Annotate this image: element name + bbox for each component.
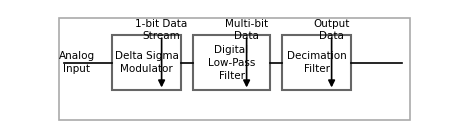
Text: Delta Sigma
Modulator: Delta Sigma Modulator bbox=[115, 51, 179, 74]
Text: Analog
Input: Analog Input bbox=[58, 51, 95, 74]
Text: 1-bit Data
Stream: 1-bit Data Stream bbox=[135, 18, 188, 41]
Text: Digital
Low-Pass
Filter: Digital Low-Pass Filter bbox=[208, 45, 255, 81]
Text: Multi-bit
Data: Multi-bit Data bbox=[225, 18, 268, 41]
Bar bbox=[112, 35, 181, 90]
Text: Decimation
Filter: Decimation Filter bbox=[287, 51, 346, 74]
Bar bbox=[193, 35, 270, 90]
Text: Output
Data: Output Data bbox=[314, 18, 350, 41]
Bar bbox=[282, 35, 351, 90]
